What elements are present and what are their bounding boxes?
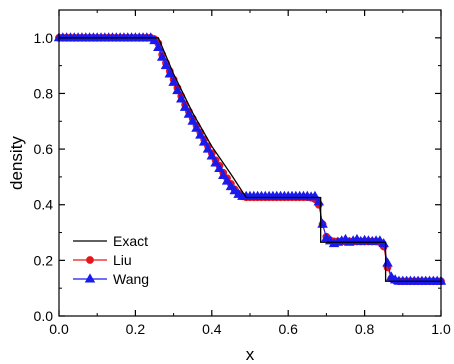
legend: Exact Liu Wang	[73, 233, 149, 287]
ticks-layer: 0.0 0.2 0.4 0.6 0.8 1.0 0.0 0.2 0.4 0.6 0.8 1.0	[34, 9, 451, 337]
data-point-wang	[191, 122, 202, 132]
series-exact	[59, 37, 441, 282]
y-tick-label: 0.8	[34, 85, 54, 101]
data-point-wang	[179, 101, 191, 111]
y-tick-label: 0.6	[34, 141, 54, 157]
data-point-wang	[214, 162, 225, 173]
data-point-wang	[156, 51, 168, 61]
data-point-wang	[210, 157, 221, 167]
data-point-wang	[198, 136, 210, 146]
data-point-wang	[168, 76, 179, 86]
data-point-wang	[206, 150, 218, 160]
data-point-wang	[195, 129, 206, 139]
x-tick-label: 1.0	[431, 321, 451, 337]
data-point-wang	[382, 257, 393, 267]
y-tick-label: 0.2	[34, 252, 54, 268]
data-point-wang	[153, 41, 164, 52]
data-point-wang	[218, 169, 229, 180]
y-axis-title: density	[7, 136, 26, 190]
data-point-wang	[183, 108, 195, 118]
x-tick-label: 0.8	[355, 321, 375, 337]
x-tick-label: 0.4	[202, 321, 222, 337]
data-point-wang	[225, 181, 237, 191]
data-point-wang	[187, 115, 198, 125]
x-tick-label: 0.6	[278, 321, 298, 337]
legend-item-exact: Exact	[73, 233, 148, 249]
legend-label-exact: Exact	[113, 233, 148, 249]
data-point-wang	[221, 175, 233, 185]
legend-marker-wang	[84, 273, 96, 283]
x-tick-label: 0.0	[49, 321, 69, 337]
legend-marker-liu	[86, 256, 94, 264]
legend-item-wang: Wang	[73, 271, 149, 287]
data-point-wang	[164, 68, 176, 78]
legend-label-wang: Wang	[113, 271, 149, 287]
data-point-wang	[202, 143, 214, 153]
y-tick-label: 1.0	[34, 30, 54, 46]
plot-area	[53, 9, 447, 317]
data-point-wang	[172, 85, 183, 95]
data-point-wang	[160, 60, 172, 70]
legend-item-liu: Liu	[73, 252, 132, 268]
y-tick-label: 0.4	[34, 197, 54, 213]
series-line-exact	[59, 37, 441, 282]
legend-label-liu: Liu	[113, 252, 132, 268]
data-point-wang	[149, 34, 160, 45]
y-tick-label: 0.0	[34, 308, 54, 324]
x-tick-label: 0.2	[126, 321, 146, 337]
x-axis-title: x	[246, 345, 255, 364]
data-point-wang	[176, 93, 187, 103]
series-layer	[53, 32, 447, 286]
